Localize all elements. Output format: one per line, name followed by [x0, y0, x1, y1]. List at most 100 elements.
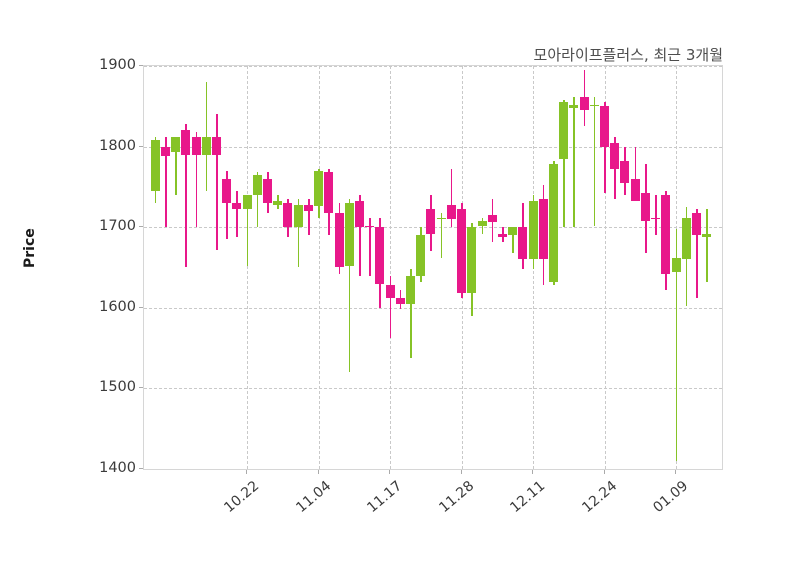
candlestick-wick	[185, 124, 187, 268]
candlestick	[344, 66, 354, 469]
candlestick-body	[630, 178, 640, 202]
candlestick-wick	[450, 169, 453, 228]
candlestick-wick	[604, 102, 606, 194]
candlestick-wick	[706, 209, 708, 282]
candlestick-wick	[256, 172, 259, 228]
candlestick-wick	[236, 190, 239, 237]
candlestick	[528, 66, 538, 469]
candlestick-body	[579, 96, 589, 111]
candlestick	[661, 66, 671, 469]
candlestick-body	[457, 209, 467, 294]
candlestick-body	[620, 161, 630, 183]
gridline-horizontal	[144, 307, 722, 309]
candlestick-body	[497, 233, 507, 237]
x-tick-mark	[532, 470, 534, 474]
candlestick-body	[375, 227, 385, 284]
candlestick	[589, 66, 599, 469]
candlestick	[691, 66, 701, 469]
candlestick-body	[426, 209, 436, 234]
candlestick	[610, 66, 620, 469]
candlestick	[467, 66, 477, 469]
x-tick-label: 11.04	[292, 478, 334, 517]
candlestick	[324, 66, 334, 469]
gridline-vertical	[318, 66, 320, 469]
candlestick-wick	[675, 228, 678, 461]
candlestick-body	[477, 220, 487, 226]
x-tick-label: 11.28	[435, 478, 477, 517]
candlestick	[252, 66, 262, 469]
x-tick-mark	[317, 470, 319, 474]
candlestick-body	[640, 193, 650, 221]
candlestick	[518, 66, 528, 469]
candlestick-wick	[512, 227, 514, 253]
candlestick-body	[273, 201, 283, 205]
candlestick	[702, 66, 712, 469]
x-tick-label: 12.11	[507, 478, 549, 517]
candlestick	[416, 66, 426, 469]
candlestick	[538, 66, 548, 469]
candlestick-wick	[297, 198, 300, 268]
y-tick-label: 1600	[99, 298, 136, 315]
candlestick-body	[691, 212, 701, 236]
candlestick-wick	[246, 194, 249, 266]
candlestick	[477, 66, 487, 469]
candlestick	[651, 66, 661, 469]
candlestick-wick	[226, 170, 228, 240]
candlestick	[222, 66, 232, 469]
candlestick-body	[222, 178, 232, 203]
x-axis-ticks: 10.22 11.04 11.17 11.28 12.11 12.24 01.09	[143, 470, 723, 540]
y-axis-ticks: 1400 1500 1600 1700 1800 1900	[70, 57, 143, 476]
candlestick-body	[181, 130, 191, 155]
candlestick	[549, 66, 558, 469]
candlestick-wick	[593, 96, 596, 226]
candlestick-body	[549, 164, 558, 282]
candlestick-wick	[195, 132, 198, 228]
candlestick	[191, 66, 201, 469]
candlestick-body	[283, 203, 293, 228]
x-tick-mark	[389, 470, 391, 474]
candlestick-wick	[634, 146, 637, 202]
candlestick	[395, 66, 405, 469]
candlestick-body	[436, 217, 446, 220]
y-tick-label: 1500	[99, 379, 136, 396]
candlestick-body	[661, 194, 671, 274]
candlestick-body	[303, 204, 313, 212]
x-tick-label: 01.09	[650, 478, 692, 517]
candlestick	[314, 66, 324, 469]
candlestick-body	[610, 142, 620, 170]
candlestick-body	[446, 204, 456, 220]
y-tick-mark	[139, 65, 143, 66]
x-tick-label: 11.17	[364, 478, 406, 517]
candlestick-body	[559, 102, 569, 159]
candlestick-body	[314, 170, 324, 207]
candlestick-body	[191, 136, 201, 155]
candlestick-body	[600, 106, 610, 147]
candlestick	[487, 66, 497, 469]
candlestick-body	[212, 136, 221, 155]
candlestick-body	[406, 275, 416, 304]
candlestick-body	[354, 201, 364, 228]
candlestick	[620, 66, 630, 469]
candlestick	[160, 66, 170, 469]
x-tick-mark	[246, 470, 248, 474]
candlestick-body	[160, 146, 170, 157]
candlestick	[354, 66, 364, 469]
candlestick-body	[651, 217, 661, 220]
gridline-vertical	[604, 66, 606, 469]
candlestick-body	[263, 178, 273, 203]
y-tick-mark	[139, 387, 143, 389]
x-tick-mark	[675, 470, 677, 474]
candlestick-body	[201, 136, 211, 155]
y-tick-mark	[139, 306, 143, 308]
candlestick-wick	[440, 212, 443, 258]
candlestick-wick	[410, 269, 412, 358]
candlestick	[436, 66, 446, 469]
candlestick	[385, 66, 395, 469]
y-tick-label: 1900	[99, 57, 136, 73]
candlestick-body	[487, 215, 497, 223]
candlestick-wick	[563, 99, 565, 228]
candlestick	[242, 66, 252, 469]
candlestick-body	[344, 203, 354, 266]
candlestick-body	[538, 198, 548, 260]
